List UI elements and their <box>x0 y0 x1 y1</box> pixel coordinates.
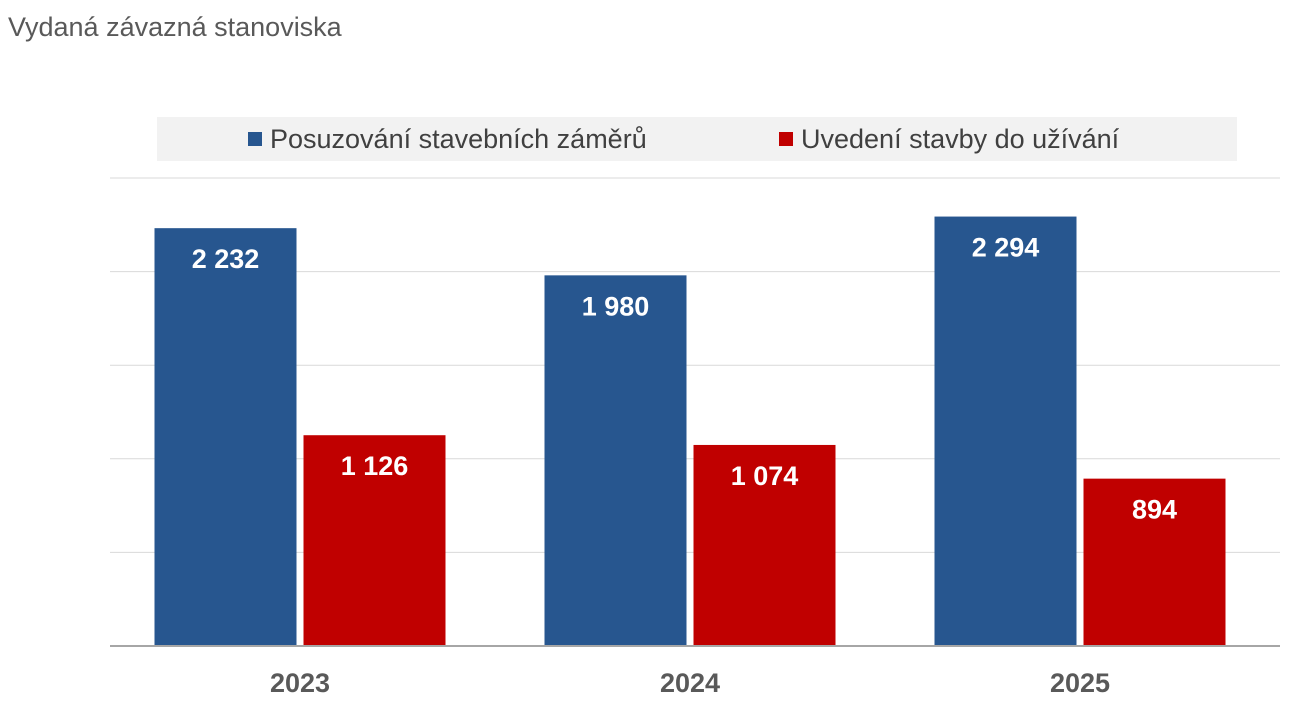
legend-label-uvedeni: Uvedení stavby do užívání <box>801 123 1120 154</box>
bar-uvedeni-2023 <box>303 435 446 646</box>
data-label-uvedeni-2024: 1 074 <box>731 461 799 491</box>
bar-posuzovani-2024 <box>544 275 687 646</box>
data-label-uvedeni-2023: 1 126 <box>341 451 409 481</box>
bar-posuzovani-2025 <box>934 216 1077 646</box>
legend-item-posuzovani: Posuzování stavebních záměrů <box>248 117 647 161</box>
bar-posuzovani-2023 <box>154 228 297 646</box>
legend-swatch-posuzovani <box>248 132 262 146</box>
data-label-posuzovani-2025: 2 294 <box>972 233 1040 263</box>
data-label-posuzovani-2024: 1 980 <box>582 291 650 321</box>
legend-swatch-uvedeni <box>779 132 793 146</box>
bar-uvedeni-2025 <box>1083 478 1226 646</box>
bar-uvedeni-2024 <box>693 444 836 646</box>
x-tick-label-2024: 2024 <box>660 668 720 698</box>
legend-label-posuzovani: Posuzování stavebních záměrů <box>270 123 647 154</box>
x-tick-label-2025: 2025 <box>1050 668 1110 698</box>
x-tick-label-2023: 2023 <box>270 668 330 698</box>
legend-item-uvedeni: Uvedení stavby do užívání <box>779 117 1119 161</box>
chart-title: Vydaná závazná stanoviska <box>8 12 342 42</box>
data-label-uvedeni-2025: 894 <box>1132 495 1177 525</box>
data-label-posuzovani-2023: 2 232 <box>192 244 260 274</box>
legend: Posuzování stavebních záměrů Uvedení sta… <box>157 117 1237 161</box>
